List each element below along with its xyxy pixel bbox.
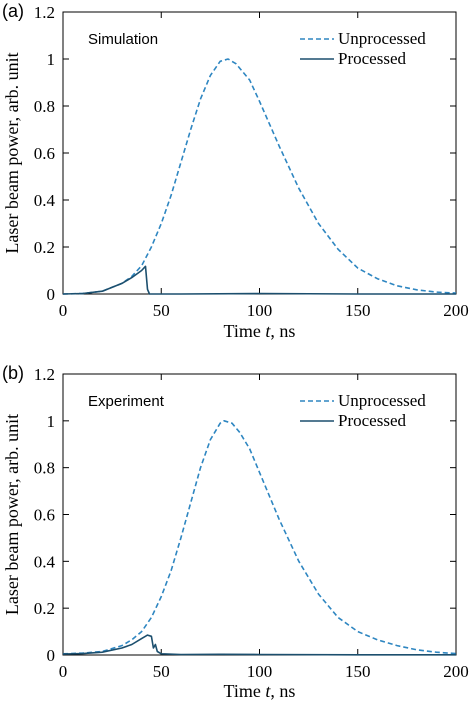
x-tick-label: 150	[345, 662, 371, 681]
annotation: Experiment	[88, 393, 165, 410]
annotation: Simulation	[88, 31, 158, 48]
series-line-unprocessed	[62, 58, 457, 295]
legend-label: Processed	[338, 49, 406, 68]
y-axis-label: Laser beam power, arb. unit	[2, 414, 22, 615]
y-tick-label: 0.2	[34, 599, 55, 618]
y-tick-label: 1.2	[34, 3, 55, 22]
y-tick-label: 0.6	[34, 144, 55, 163]
legend-label: Unprocessed	[338, 29, 426, 48]
chart-panel-b: 0 50 100 150 200 0 0.2 0.4 0.6 0.8 1 1.2 Unprocessed…	[2, 363, 469, 701]
y-tick-label: 1.2	[34, 365, 55, 384]
y-tick-label: 0	[47, 285, 56, 304]
x-tick-label: 0	[59, 662, 68, 681]
x-axis-label: Time t, ns	[224, 321, 296, 341]
x-tick-label: 50	[153, 301, 170, 320]
x-tick-label: 100	[247, 662, 273, 681]
y-tick-label: 0.8	[34, 97, 55, 116]
y-tick-label: 1	[47, 412, 56, 431]
y-axis-label: Laser beam power, arb. unit	[2, 52, 22, 253]
x-tick-label: 50	[153, 662, 170, 681]
y-tick-label: 0.4	[34, 552, 56, 571]
x-tick-label: 100	[247, 301, 273, 320]
y-tick-label: 0.2	[34, 238, 55, 257]
x-tick-label: 200	[443, 301, 469, 320]
chart-panel-a: 0 50 100 150 200 0 0.2 0.4 0.6 0.8 1 1.2 Unprocessed…	[2, 1, 469, 341]
series-line-unprocessed	[62, 420, 457, 655]
y-tick-label: 0.8	[34, 459, 55, 478]
series-line-processed	[62, 265, 456, 295]
y-tick-label: 0.6	[34, 506, 55, 525]
x-tick-label: 200	[443, 662, 469, 681]
x-tick-label: 150	[345, 301, 371, 320]
legend-label: Processed	[338, 411, 406, 430]
y-tick-label: 0	[47, 646, 56, 665]
legend-label: Unprocessed	[338, 391, 426, 410]
y-tick-label: 0.4	[34, 191, 56, 210]
panel-label: (b)	[2, 363, 24, 383]
y-tick-label: 1	[47, 50, 56, 69]
x-tick-label: 0	[59, 301, 68, 320]
series-line-processed	[62, 634, 456, 656]
x-axis-label: Time t, ns	[224, 681, 296, 701]
panel-label: (a)	[2, 1, 24, 21]
